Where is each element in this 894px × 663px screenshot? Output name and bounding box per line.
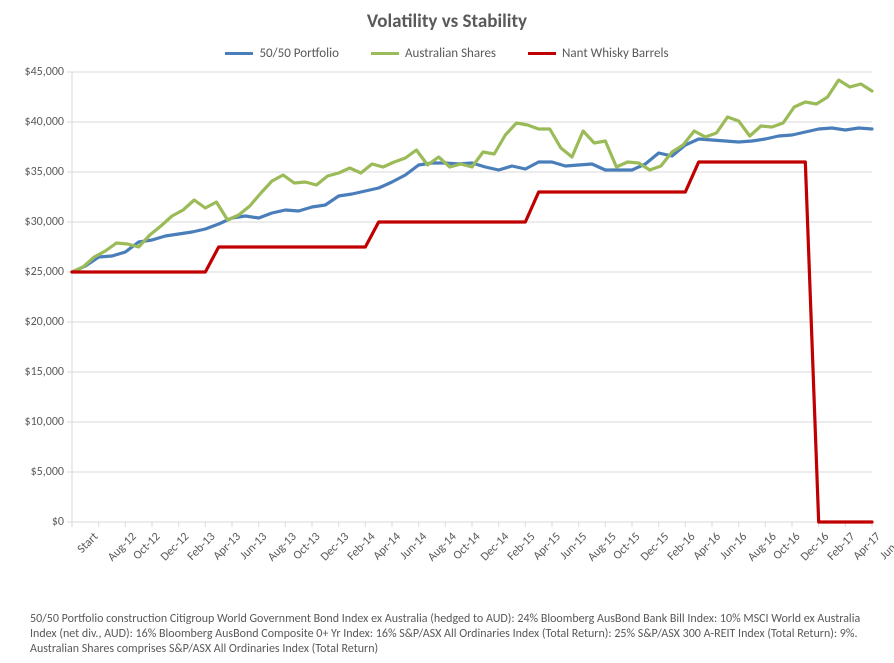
x-tick-label: Dec-15 <box>638 530 672 564</box>
series-line <box>72 80 872 272</box>
y-tick-label: $5,000 <box>31 465 64 479</box>
x-tick-label: Dec-14 <box>478 530 512 564</box>
y-tick-label: $0 <box>52 515 64 529</box>
x-tick-label: Oct-12 <box>131 530 164 563</box>
x-tick-label: Oct-14 <box>451 530 484 563</box>
y-tick-label: $25,000 <box>25 265 65 279</box>
legend-label: 50/50 Portfolio <box>259 46 339 61</box>
x-tick-label: Jun-15 <box>557 530 590 563</box>
x-tick-label: Feb-17 <box>824 530 858 564</box>
x-tick-label: Apr-16 <box>691 530 724 563</box>
series-line <box>72 162 872 522</box>
legend-swatch <box>528 52 556 55</box>
x-tick-label: Oct-16 <box>771 530 804 563</box>
x-tick-label: Jun-16 <box>717 530 750 563</box>
legend-item: Australian Shares <box>371 46 496 61</box>
x-tick-label: Apr-17 <box>851 530 884 563</box>
y-tick-label: $20,000 <box>25 315 65 329</box>
x-tick-label: Aug-13 <box>265 530 299 564</box>
x-tick-label: Jun-17 <box>877 530 894 563</box>
x-tick-label: Start <box>75 530 101 556</box>
x-tick-label: Aug-16 <box>745 530 779 564</box>
legend-label: Australian Shares <box>405 46 496 61</box>
x-tick-label: Apr-13 <box>211 530 244 563</box>
x-tick-label: Aug-12 <box>105 530 139 564</box>
x-tick-label: Jun-14 <box>397 530 430 563</box>
y-tick-label: $35,000 <box>25 165 65 179</box>
x-tick-label: Jun-13 <box>237 530 270 563</box>
y-tick-label: $30,000 <box>25 215 65 229</box>
x-tick-label: Aug-14 <box>425 530 459 564</box>
x-tick-label: Oct-13 <box>291 530 324 563</box>
legend-swatch <box>371 52 399 55</box>
x-tick-label: Dec-13 <box>318 530 352 564</box>
legend-item: Nant Whisky Barrels <box>528 46 669 61</box>
x-tick-label: Dec-12 <box>158 530 192 564</box>
plot-svg <box>72 72 872 522</box>
legend: 50/50 Portfolio Australian Shares Nant Whi… <box>0 44 894 61</box>
y-tick-label: $10,000 <box>25 415 65 429</box>
x-tick-label: Feb-13 <box>184 530 218 564</box>
footnote: 50/50 Portfolio construction Citigroup W… <box>30 612 882 657</box>
y-tick-label: $45,000 <box>25 65 65 79</box>
x-axis-labels: StartAug-12Oct-12Dec-12Feb-13Apr-13Jun-1… <box>72 530 872 610</box>
plot-area <box>72 72 872 522</box>
legend-label: Nant Whisky Barrels <box>562 46 669 61</box>
x-tick-label: Oct-15 <box>611 530 644 563</box>
legend-item: 50/50 Portfolio <box>225 46 339 61</box>
legend-swatch <box>225 52 253 55</box>
x-tick-label: Feb-15 <box>504 530 538 564</box>
x-tick-label: Apr-15 <box>531 530 564 563</box>
y-tick-label: $15,000 <box>25 365 65 379</box>
x-tick-label: Feb-14 <box>344 530 378 564</box>
x-tick-label: Apr-14 <box>371 530 404 563</box>
y-tick-label: $40,000 <box>25 115 65 129</box>
x-tick-label: Aug-15 <box>585 530 619 564</box>
chart-title: Volatility vs Stability <box>0 10 894 33</box>
y-axis-labels: $0$5,000$10,000$15,000$20,000$25,000$30,… <box>0 72 64 522</box>
chart-container: Volatility vs Stability 50/50 Portfolio A… <box>0 0 894 663</box>
x-tick-label: Dec-16 <box>798 530 832 564</box>
x-tick-label: Feb-16 <box>664 530 698 564</box>
